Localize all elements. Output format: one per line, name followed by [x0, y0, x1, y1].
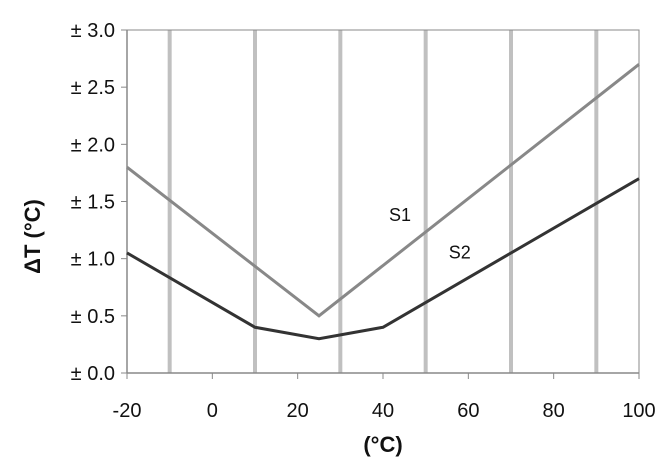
x-axis-title: (°C)	[363, 432, 402, 457]
x-tick-label: 20	[287, 400, 309, 422]
y-tick-label: ± 2.0	[71, 134, 115, 156]
x-tick-label: 0	[207, 400, 218, 422]
x-tick-labels: -20 0 20 40 60 80 100	[113, 373, 656, 422]
y-tick-label: ± 0.0	[71, 363, 115, 385]
y-tick-label: ± 2.5	[71, 77, 115, 99]
series-annotation-s1: S1	[389, 205, 411, 225]
y-tick-label: ± 3.0	[71, 20, 115, 42]
x-tick-label: -20	[113, 400, 142, 422]
series-annotation-s2: S2	[449, 243, 471, 263]
x-tick-label: 40	[372, 400, 394, 422]
y-tick-label: ± 1.5	[71, 192, 115, 214]
x-tick-label: 80	[543, 400, 565, 422]
series-line-s2	[126, 177, 640, 341]
series-line-s1	[126, 63, 640, 318]
series-annotations: S1 S2	[389, 205, 471, 263]
series-lines	[126, 63, 640, 341]
x-tick-label: 60	[457, 400, 479, 422]
y-axis-title: ΔT (°C)	[20, 199, 45, 274]
x-tick-label: 100	[622, 400, 655, 422]
y-tick-labels: ± 0.0 ± 0.5 ± 1.0 ± 1.5 ± 2.0 ± 2.5 ± 3.0	[71, 20, 127, 385]
gridlines	[167, 30, 599, 373]
y-tick-label: ± 1.0	[71, 249, 115, 271]
y-tick-label: ± 0.5	[71, 306, 115, 328]
plot-area	[126, 29, 640, 374]
